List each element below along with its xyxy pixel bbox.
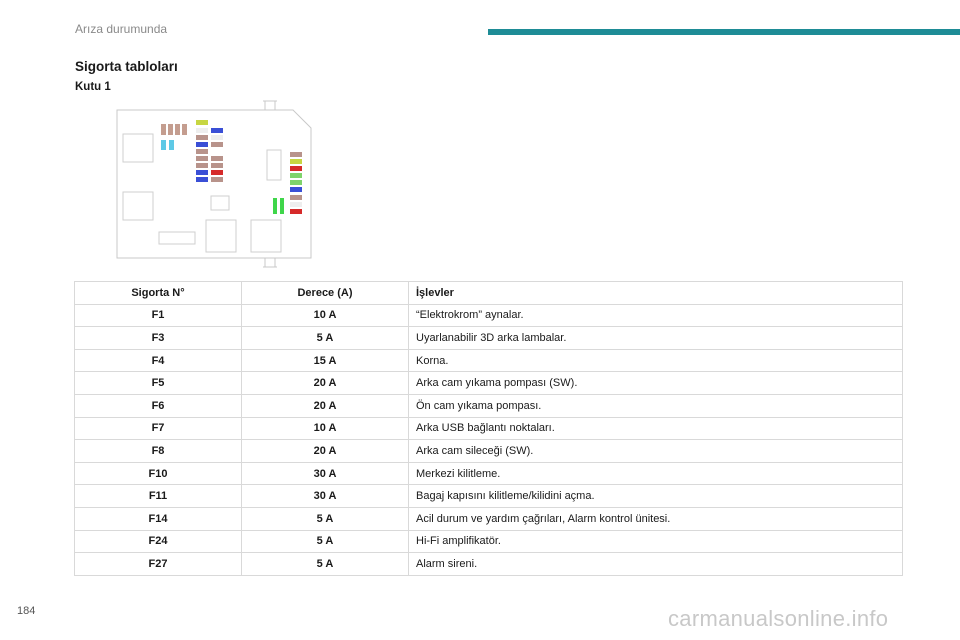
fuse-rating: 5 A xyxy=(241,552,409,576)
table-row: F4 15 A Korna. xyxy=(74,349,903,373)
fuse-rating: 10 A xyxy=(241,417,409,441)
fuse-function: Korna. xyxy=(408,349,903,373)
fuse-rating: 20 A xyxy=(241,371,409,395)
fuse-rating: 30 A xyxy=(241,462,409,486)
fuse-rating: 10 A xyxy=(241,304,409,328)
page-number: 184 xyxy=(17,605,36,617)
watermark: carmanualsonline.info xyxy=(668,606,889,631)
table-row: F7 10 A Arka USB bağlantı noktaları. xyxy=(74,417,903,441)
box-subtitle: Kutu 1 xyxy=(75,81,111,93)
table-row: F6 20 A Ön cam yıkama pompası. xyxy=(74,394,903,418)
fuse-rating: 20 A xyxy=(241,439,409,463)
fuse-number: F6 xyxy=(74,394,242,418)
fuse-number: F5 xyxy=(74,371,242,395)
page-title: Sigorta tabloları xyxy=(75,59,178,74)
column-header-functions: İşlevler xyxy=(408,281,903,305)
fuse-function: Bagaj kapısını kilitleme/kilidini açma. xyxy=(408,484,903,508)
fuse-function: “Elektrokrom” aynalar. xyxy=(408,304,903,328)
fuse-number: F1 xyxy=(74,304,242,328)
fuse-function: Ön cam yıkama pompası. xyxy=(408,394,903,418)
table-row: F5 20 A Arka cam yıkama pompası (SW). xyxy=(74,371,903,395)
table-row: F10 30 A Merkezi kilitleme. xyxy=(74,462,903,486)
fuse-function: Merkezi kilitleme. xyxy=(408,462,903,486)
fuse-rating: 30 A xyxy=(241,484,409,508)
fuse-function: Acil durum ve yardım çağrıları, Alarm ko… xyxy=(408,507,903,531)
fuse-number: F10 xyxy=(74,462,242,486)
table-row: F8 20 A Arka cam sileceği (SW). xyxy=(74,439,903,463)
fuse-rating: 5 A xyxy=(241,507,409,531)
fuse-number: F4 xyxy=(74,349,242,373)
fuse-function: Uyarlanabilir 3D arka lambalar. xyxy=(408,326,903,350)
fuse-function: Hi-Fi amplifikatör. xyxy=(408,530,903,554)
column-header-rating: Derece (A) xyxy=(241,281,409,305)
table-row: F14 5 A Acil durum ve yardım çağrıları, Al… xyxy=(74,507,903,531)
table-row: F1 10 A “Elektrokrom” aynalar. xyxy=(74,304,903,328)
fuse-function: Alarm sireni. xyxy=(408,552,903,576)
fuse-function: Arka cam yıkama pompası (SW). xyxy=(408,371,903,395)
table-row: F3 5 A Uyarlanabilir 3D arka lambalar. xyxy=(74,326,903,350)
fuse-number: F8 xyxy=(74,439,242,463)
fuse-box-outline xyxy=(116,109,312,259)
table-row: F24 5 A Hi-Fi amplifikatör. xyxy=(74,530,903,554)
header-section-title: Arıza durumunda xyxy=(75,22,168,36)
fuse-rating: 5 A xyxy=(241,530,409,554)
fuse-box-diagram xyxy=(116,100,312,268)
fuse-function: Arka USB bağlantı noktaları. xyxy=(408,417,903,441)
fuse-rating: 20 A xyxy=(241,394,409,418)
fuse-number: F24 xyxy=(74,530,242,554)
fuse-rating: 15 A xyxy=(241,349,409,373)
table-row: F11 30 A Bagaj kapısını kilitleme/kilidini… xyxy=(74,484,903,508)
fuse-number: F11 xyxy=(74,484,242,508)
fuse-number: F3 xyxy=(74,326,242,350)
table-row: F27 5 A Alarm sireni. xyxy=(74,552,903,576)
fuse-number: F14 xyxy=(74,507,242,531)
fuse-number: F27 xyxy=(74,552,242,576)
header-accent-bar xyxy=(488,29,960,35)
fuse-table: Sigorta N° Derece (A) İşlevler F1 10 A “El… xyxy=(74,281,903,576)
fuse-number: F7 xyxy=(74,417,242,441)
fuse-function: Arka cam sileceği (SW). xyxy=(408,439,903,463)
table-header-row: Sigorta N° Derece (A) İşlevler xyxy=(74,281,903,305)
fuse-rating: 5 A xyxy=(241,326,409,350)
column-header-fuse: Sigorta N° xyxy=(74,281,242,305)
